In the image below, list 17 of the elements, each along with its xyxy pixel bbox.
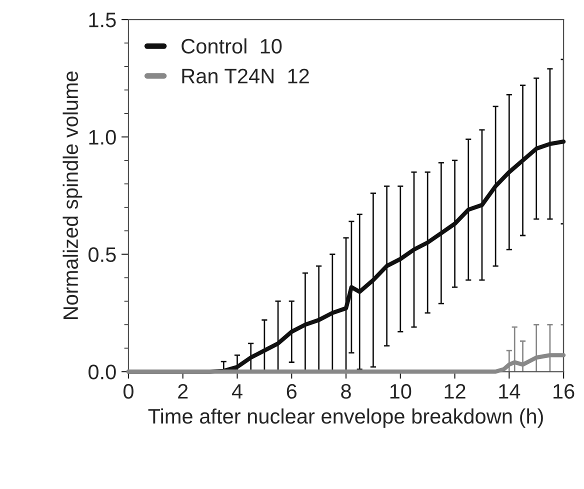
x-tick-label: 6 [286, 384, 297, 399]
x-tick-label: 0 [124, 384, 134, 399]
x-tick-label: 16 [554, 384, 574, 399]
y-tick-label: 0.5 [88, 247, 116, 262]
x-axis-title: Time after nuclear envelope breakdown (h) [148, 408, 543, 428]
y-axis-title: Normalized spindle volume [62, 71, 82, 319]
y-tick-label: 1.5 [89, 12, 116, 28]
x-tick-label: 12 [444, 384, 466, 399]
y-tick-label: 1.0 [89, 130, 116, 145]
x-tick-label: 4 [232, 384, 242, 399]
y-tick-label: 0.0 [88, 364, 116, 380]
legend-label: Ran T24N 12 [182, 68, 309, 84]
x-tick-label: 8 [341, 384, 351, 399]
x-tick-label: 14 [499, 384, 520, 399]
x-tick-label: 10 [390, 384, 412, 399]
x-tick-label: 2 [178, 384, 188, 399]
legend-label: Control 10 [182, 38, 282, 54]
